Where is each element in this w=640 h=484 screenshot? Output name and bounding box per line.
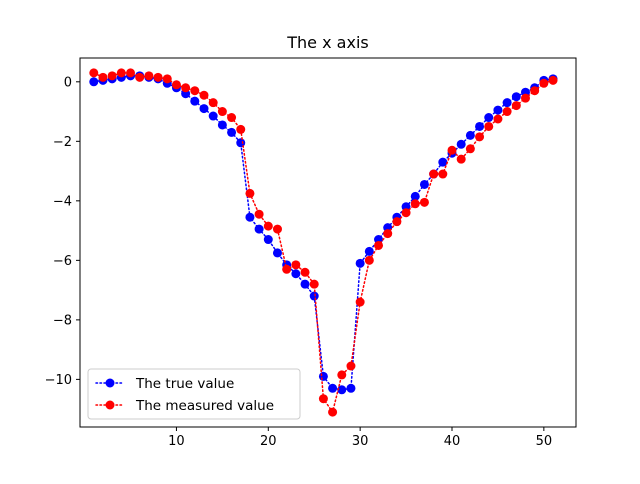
x-tick-label: 20 <box>260 434 277 449</box>
series-2-point <box>135 73 144 82</box>
series-2-point <box>328 408 337 417</box>
series-2-point <box>346 362 355 371</box>
series-1-point <box>457 140 466 149</box>
legend-label-1: The true value <box>135 376 234 392</box>
series-1-point <box>310 292 319 301</box>
series-2-point <box>383 229 392 238</box>
series-2-point <box>457 155 466 164</box>
legend-label-2: The measured value <box>135 398 274 414</box>
series-1-point <box>493 106 502 115</box>
legend-marker-1 <box>106 379 115 388</box>
series-2-point <box>475 132 484 141</box>
series-2-point <box>227 113 236 122</box>
series-1-point <box>475 122 484 131</box>
series-2-point <box>89 68 98 77</box>
series-2-point <box>310 280 319 289</box>
y-tick-label: −8 <box>53 313 72 328</box>
series-2-point <box>402 208 411 217</box>
series-2-point <box>117 68 126 77</box>
series-2-point <box>521 94 530 103</box>
series-1-point <box>466 131 475 140</box>
series-2-point <box>466 144 475 153</box>
series-1-point <box>227 128 236 137</box>
series-1-point <box>218 120 227 129</box>
series-1-point <box>190 97 199 106</box>
series-1-point <box>420 180 429 189</box>
series-1-point <box>236 138 245 147</box>
series-2-point <box>108 71 117 80</box>
series-1-point <box>301 280 310 289</box>
series-2-point <box>282 265 291 274</box>
series-2-point <box>291 260 300 269</box>
y-tick-label: 0 <box>64 75 72 90</box>
series-1-point <box>200 104 209 113</box>
series-2-point <box>337 370 346 379</box>
series-2-point <box>356 298 365 307</box>
series-2-point <box>209 98 218 107</box>
y-tick-label: −10 <box>45 373 72 388</box>
series-1-point <box>89 77 98 86</box>
series-2-point <box>144 71 153 80</box>
series-2-point <box>190 86 199 95</box>
series-2-point <box>539 79 548 88</box>
x-tick-label: 30 <box>352 434 369 449</box>
series-1-point <box>209 112 218 121</box>
series-2-point <box>530 86 539 95</box>
series-2-point <box>484 122 493 131</box>
series-2-point <box>420 198 429 207</box>
series-1-point <box>328 384 337 393</box>
series-2-point <box>264 222 273 231</box>
series-2-point <box>448 146 457 155</box>
series-2-point <box>301 268 310 277</box>
x-tick-label: 10 <box>168 434 185 449</box>
series-2-point <box>98 73 107 82</box>
series-2-point <box>172 80 181 89</box>
series-2-point <box>493 115 502 124</box>
series-2-point <box>273 225 282 234</box>
series-2-point <box>429 170 438 179</box>
series-1-point <box>503 98 512 107</box>
series-1-point <box>346 384 355 393</box>
series-2-point <box>236 125 245 134</box>
series-2-point <box>503 107 512 116</box>
series-1-point <box>273 248 282 257</box>
series-2-point <box>438 170 447 179</box>
series-1-point <box>484 113 493 122</box>
series-2-point <box>512 101 521 110</box>
series-2-point <box>154 73 163 82</box>
series-2-point <box>245 189 254 198</box>
x-tick-label: 50 <box>536 434 553 449</box>
legend: The true value The measured value <box>88 369 300 419</box>
series-2-point <box>126 68 135 77</box>
series-2-point <box>181 83 190 92</box>
y-tick-label: −2 <box>53 135 72 150</box>
series-2-point <box>549 76 558 85</box>
series-1-point <box>512 92 521 101</box>
x-tick-label: 40 <box>444 434 461 449</box>
y-tick-label: −4 <box>53 194 72 209</box>
series-1-point <box>356 259 365 268</box>
series-2-point <box>200 91 209 100</box>
series-1-point <box>319 372 328 381</box>
series-2-point <box>411 199 420 208</box>
y-tick-label: −6 <box>53 254 72 269</box>
series-2-point <box>218 107 227 116</box>
series-2-point <box>365 256 374 265</box>
series-2-point <box>319 394 328 403</box>
series-2-point <box>163 74 172 83</box>
series-2-point <box>374 241 383 250</box>
series-1-point <box>291 269 300 278</box>
series-1-point <box>245 213 254 222</box>
legend-marker-2 <box>106 401 115 410</box>
series-1-point <box>255 225 264 234</box>
chart-title: The x axis <box>286 33 368 52</box>
series-2-point <box>392 217 401 226</box>
series-2-point <box>255 210 264 219</box>
series-1-point <box>264 235 273 244</box>
